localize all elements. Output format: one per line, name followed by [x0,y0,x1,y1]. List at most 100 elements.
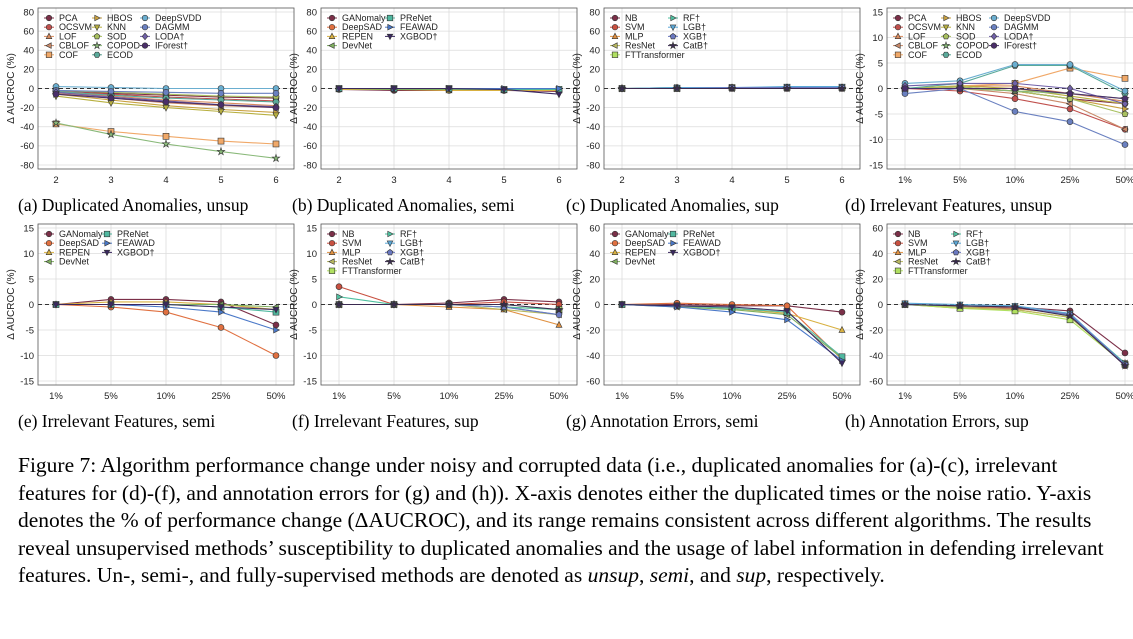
legend-label: ResNet [625,41,656,51]
legend-item-ecod: ECOD [941,50,983,60]
legend-label: NB [342,229,355,239]
x-tick-label: 1% [615,391,629,402]
data-point [335,283,343,290]
legend-marker [45,258,52,265]
y-tick-label: -20 [586,325,600,336]
legend-label: COF [908,50,928,60]
x-tick-label: 4 [446,175,451,186]
legend-marker [94,14,101,22]
x-tick-label: 50% [1115,175,1133,186]
legend-item-ganomaly: GANomaly [327,13,386,23]
legend-item-prenet: PReNet [668,229,715,239]
series-iforest [901,85,1129,102]
legend-marker [387,23,394,31]
data-point [901,85,909,92]
x-tick-label: 10% [439,391,459,402]
data-point [837,83,847,93]
chart-svg-d: -15 -10 -5 0 5 10 15 1% 5% 10% 25% 50% Δ AUCROC (%) P… [855,7,1133,186]
y-tick-label: 40 [306,46,317,57]
data-point [1011,61,1019,68]
x-tick-label: 3 [674,175,679,186]
legend-item-catb: CatB† [668,41,708,51]
y-tick-label: 10 [23,249,34,260]
x-tick-label: 5% [104,391,118,402]
legend-label: PReNet [400,13,432,23]
legend-marker [894,51,902,58]
legend-label: CatB† [683,41,708,51]
figure-caption: Figure 7: Algorithm performance change u… [18,452,1118,590]
legend-marker [611,32,619,39]
data-point [52,90,60,98]
data-point [1121,141,1129,148]
subfigure-caption-d: (d) Irrelevant Features, unsup [845,195,1053,215]
x-tick-label: 5 [784,175,789,186]
legend-label: NB [908,229,921,239]
y-axis-label: Δ AUCROC (%) [6,269,17,340]
legend-item-ocsvm: OCSVM [44,22,92,32]
y-tick-label: -40 [20,122,34,133]
legend-label: OCSVM [908,22,941,32]
y-tick-label: -80 [586,160,600,171]
legend-marker [141,24,149,31]
data-point [272,104,280,111]
legend-label: DeepSAD [59,238,100,248]
y-tick-label: 40 [872,249,883,260]
legend-marker [93,32,101,40]
legend-marker [990,42,998,49]
y-tick-label: 20 [872,274,883,285]
data-point [956,85,964,92]
data-point [838,308,846,316]
data-point [107,94,115,102]
legend-marker [611,248,619,255]
legend-marker [942,32,950,40]
data-point [273,326,281,334]
data-point [900,299,910,309]
legend-marker [45,24,53,31]
y-tick-label: 20 [23,65,34,76]
legend-label: DAGMM [1004,22,1039,32]
series-xgbod [618,301,846,368]
legend-marker [670,239,677,247]
subfigure-caption-f: (f) Irrelevant Features, sup [292,411,479,431]
legend-label: MLP [625,31,644,41]
legend-item-fttransformer: FTTransformer [327,266,402,276]
y-tick-label: 5 [312,274,317,285]
data-point [1065,311,1075,320]
y-tick-label: -60 [869,376,883,387]
x-tick-label: 1% [49,391,63,402]
chart-panel-h: -60 -40 -20 0 20 40 60 1% 5% 10% 25% 50% Δ AUCROC (%… [845,216,1133,432]
data-point [217,137,225,145]
x-tick-label: 10% [156,391,176,402]
legend-item-repen: REPEN [44,247,90,257]
x-tick-label: 50% [549,391,569,402]
legend-item-ganomaly: GANomaly [610,229,669,239]
legend-item-copod: COPOD [941,41,990,51]
legend-marker [328,267,336,274]
legend-marker [952,248,960,256]
legend-item-iforest: IForest† [989,41,1037,51]
legend-item-nb: NB [610,13,638,23]
legend-label: LOF [59,31,77,41]
data-point [52,301,60,309]
y-axis-label: Δ AUCROC (%) [572,53,583,124]
legend-item-loda: LODA† [140,31,185,41]
y-tick-label: -10 [303,351,317,362]
data-point [107,301,115,309]
legend-item-xgbod: XGBOD† [385,31,438,41]
legend-marker [894,14,902,22]
legend-item-xgb: XGB† [668,31,707,41]
legend-marker [103,249,111,257]
legend-item-cof: COF [44,50,79,60]
y-tick-label: 20 [589,65,600,76]
legend-marker [386,33,394,41]
y-axis-label: Δ AUCROC (%) [289,53,300,124]
data-point [729,308,737,316]
legend-item-nb: NB [327,229,355,239]
y-tick-label: 5 [29,274,34,285]
caption-sep: , [638,563,650,587]
y-axis-label: Δ AUCROC (%) [572,269,583,340]
y-tick-label: -60 [586,141,600,152]
legend-label: HBOS [107,13,133,23]
